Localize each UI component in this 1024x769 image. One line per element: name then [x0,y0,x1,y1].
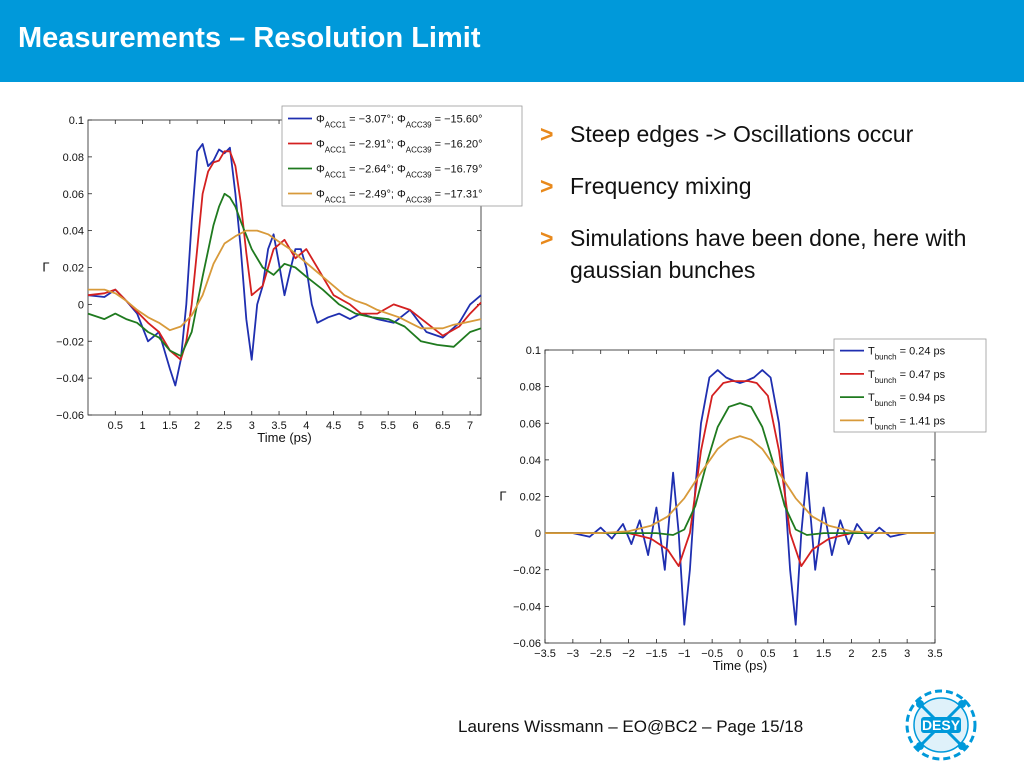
x-tick-label: 1.5 [816,648,831,660]
y-tick-label: 0.04 [520,455,541,467]
y-tick-label: 0.06 [63,189,84,201]
bullet-item: > Frequency mixing [540,170,1010,202]
bullet-item: > Simulations have been done, here with g… [540,222,1010,286]
legend-label: Tbunch = 0.24 ps [868,346,946,362]
y-tick-label: 0 [535,528,541,540]
x-tick-label: 5.5 [381,420,396,432]
legend-label: ΦACC1 = −3.07°; ΦACC39 = −15.60° [316,114,482,130]
x-tick-label: 3 [904,648,910,660]
desy-logo: DESY [902,686,980,764]
x-tick-label: −3 [567,648,580,660]
x-tick-label: 2.5 [217,420,232,432]
y-axis-label: Γ [499,489,506,504]
x-tick-label: 2 [848,648,854,660]
x-tick-label: 0.5 [760,648,775,660]
y-tick-label: 0.02 [63,263,84,275]
y-tick-label: −0.04 [513,601,541,613]
legend-label: ΦACC1 = −2.49°; ΦACC39 = −17.31° [316,189,482,205]
measurement-chart: −0.06 −0.04 −0.02 0 0.02 0.04 0.06 0.08 0.1 0.5 1 1… [40,100,530,455]
x-tick-label: 3 [249,420,255,432]
x-tick-label: −0.5 [701,648,723,660]
series-line [545,435,935,535]
x-tick-label: 1 [793,648,799,660]
bullet-list: > Steep edges -> Oscillations occur > Freq… [540,118,1010,306]
y-tick-label: 0.1 [69,115,84,127]
x-tick-label: 5 [358,420,364,432]
series-line [87,150,482,361]
legend-label: Tbunch = 0.94 ps [868,392,946,408]
x-tick-label: 6.5 [435,420,450,432]
desy-logo-icon: DESY [905,689,977,761]
series-line [88,229,482,332]
bullet-text: Steep edges -> Oscillations occur [570,121,914,147]
x-axis-label: Time (ps) [713,658,767,673]
y-tick-label: −0.06 [56,410,84,422]
y-tick-label: −0.04 [56,373,84,385]
bullet-text: Frequency mixing [570,173,752,199]
y-tick-label: 0.04 [63,226,84,238]
bullet-marker: > [540,173,554,199]
y-tick-label: 0.06 [520,418,541,430]
legend-label: Tbunch = 1.41 ps [868,415,946,431]
y-tick-label: −0.06 [513,638,541,650]
x-tick-label: −2 [622,648,635,660]
series-line [545,380,935,568]
legend-box [281,105,523,207]
bullet-item: > Steep edges -> Oscillations occur [540,118,1010,150]
x-tick-label: 0.5 [108,420,123,432]
series-line [87,192,482,357]
title-bar: Measurements – Resolution Limit [0,0,1024,82]
x-axis-label: Time (ps) [257,430,311,445]
x-tick-label: 4 [303,420,309,432]
x-tick-label: 6 [412,420,418,432]
series-line [545,402,935,536]
legend-box [833,338,987,433]
x-tick-label: 2 [194,420,200,432]
y-tick-label: −0.02 [56,336,84,348]
chart-svg: −0.06 −0.04 −0.02 0 0.02 0.04 0.06 0.08 0.1 0.5 1 1… [42,105,523,445]
x-tick-label: −1 [678,648,691,660]
x-tick-label: 0 [737,648,743,660]
x-tick-label: 7 [467,420,473,432]
y-tick-label: 0 [78,299,84,311]
x-tick-label: −1.5 [646,648,668,660]
x-tick-label: 3.5 [271,420,286,432]
y-axis-label: Γ [42,260,49,275]
bullet-marker: > [540,225,554,251]
y-tick-label: −0.02 [513,565,541,577]
series-line [545,369,935,626]
x-tick-label: 1 [140,420,146,432]
footer-text: Laurens Wissmann – EO@BC2 – Page 15/18 [458,717,804,736]
x-tick-label: 4.5 [326,420,341,432]
y-tick-label: 0.08 [520,382,541,394]
bullet-marker: > [540,121,554,147]
logo-text: DESY [922,717,961,733]
legend-label: ΦACC1 = −2.91°; ΦACC39 = −16.20° [316,139,482,155]
x-tick-label: −2.5 [590,648,612,660]
chart-svg: −0.06−0.04−0.0200.020.040.060.080.1−3.5−… [499,338,987,673]
y-tick-label: 0.1 [526,345,541,357]
y-tick-label: 0.08 [63,152,84,164]
x-tick-label: 1.5 [162,420,177,432]
slide-title: Measurements – Resolution Limit [18,22,481,54]
y-tick-label: 0.02 [520,492,541,504]
x-tick-label: −3.5 [534,648,556,660]
x-tick-label: 3.5 [927,648,942,660]
simulation-chart: −0.06 −0.04 −0.02 0 0.02 0.04 0.06 0.08 0.1 −3.5−… [480,335,995,680]
x-tick-label: 2.5 [872,648,887,660]
legend-label: Tbunch = 0.47 ps [868,369,946,385]
bullet-text: Simulations have been done, here with ga… [570,225,967,283]
legend-label: ΦACC1 = −2.64°; ΦACC39 = −16.79° [316,164,482,180]
